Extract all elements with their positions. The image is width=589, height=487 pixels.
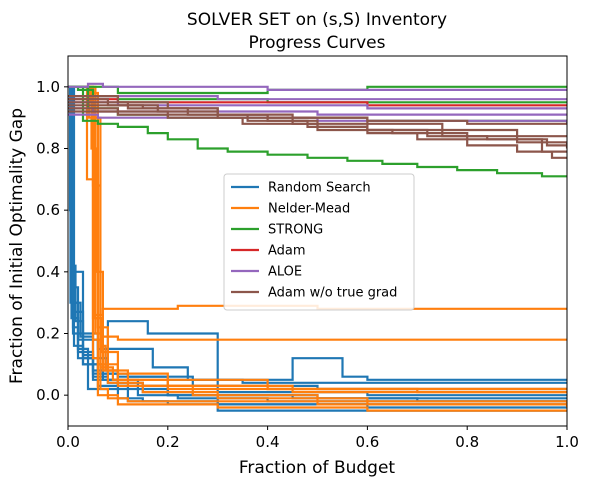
series-5-curve-4 (68, 98, 567, 149)
series-4-curve-0 (68, 82, 567, 91)
y-tick-label: 0.4 (36, 263, 60, 281)
x-tick-label: 0.8 (455, 433, 479, 451)
legend-label: Nelder-Mead (268, 202, 350, 217)
y-tick-label: 0.0 (36, 386, 60, 404)
legend-label: Adam w/o true grad (268, 286, 397, 301)
y-tick-label: 0.6 (36, 201, 60, 219)
legend-label: Adam (268, 244, 306, 259)
x-tick-label: 0.4 (256, 433, 280, 451)
y-axis: 0.0 0.2 0.4 0.6 0.8 1.0 (36, 78, 68, 404)
y-tick-label: 0.8 (36, 140, 60, 158)
x-tick-label: 1.0 (555, 433, 579, 451)
plot-area (68, 82, 567, 412)
series-1-curve-5 (68, 85, 567, 341)
series-5-curve-3 (68, 107, 567, 153)
legend-label: Random Search (268, 181, 371, 196)
x-tick-label: 0.6 (355, 433, 379, 451)
series-1-curve-3 (68, 85, 567, 391)
x-axis-label: Fraction of Budget (239, 458, 396, 478)
series-5-curve-5 (68, 110, 567, 125)
series-2-curve-0 (68, 85, 567, 178)
y-tick-label: 0.2 (36, 325, 60, 343)
legend-label: ALOE (268, 265, 302, 280)
series-0-curve-0 (68, 85, 567, 381)
x-axis: 0.0 0.2 0.4 0.6 0.8 1.0 (56, 426, 579, 451)
x-tick-label: 0.2 (156, 433, 180, 451)
legend-box (223, 173, 415, 311)
legend-label: STRONG (268, 223, 323, 238)
plot-frame (67, 55, 568, 427)
y-axis-label: Fraction of Initial Optimality Gap (7, 108, 27, 384)
y-tick-label: 1.0 (36, 78, 60, 96)
chart-title-line-2: Progress Curves (249, 33, 386, 53)
legend: Random Search Nelder-Mead STRONG Adam ALOE Ad… (223, 173, 415, 311)
chart-title-line-1: SOLVER SET on (s,S) Inventory (187, 10, 447, 30)
x-tick-label: 0.0 (56, 433, 80, 451)
